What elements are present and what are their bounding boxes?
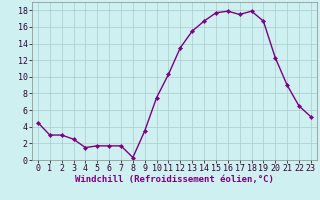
X-axis label: Windchill (Refroidissement éolien,°C): Windchill (Refroidissement éolien,°C) [75,175,274,184]
